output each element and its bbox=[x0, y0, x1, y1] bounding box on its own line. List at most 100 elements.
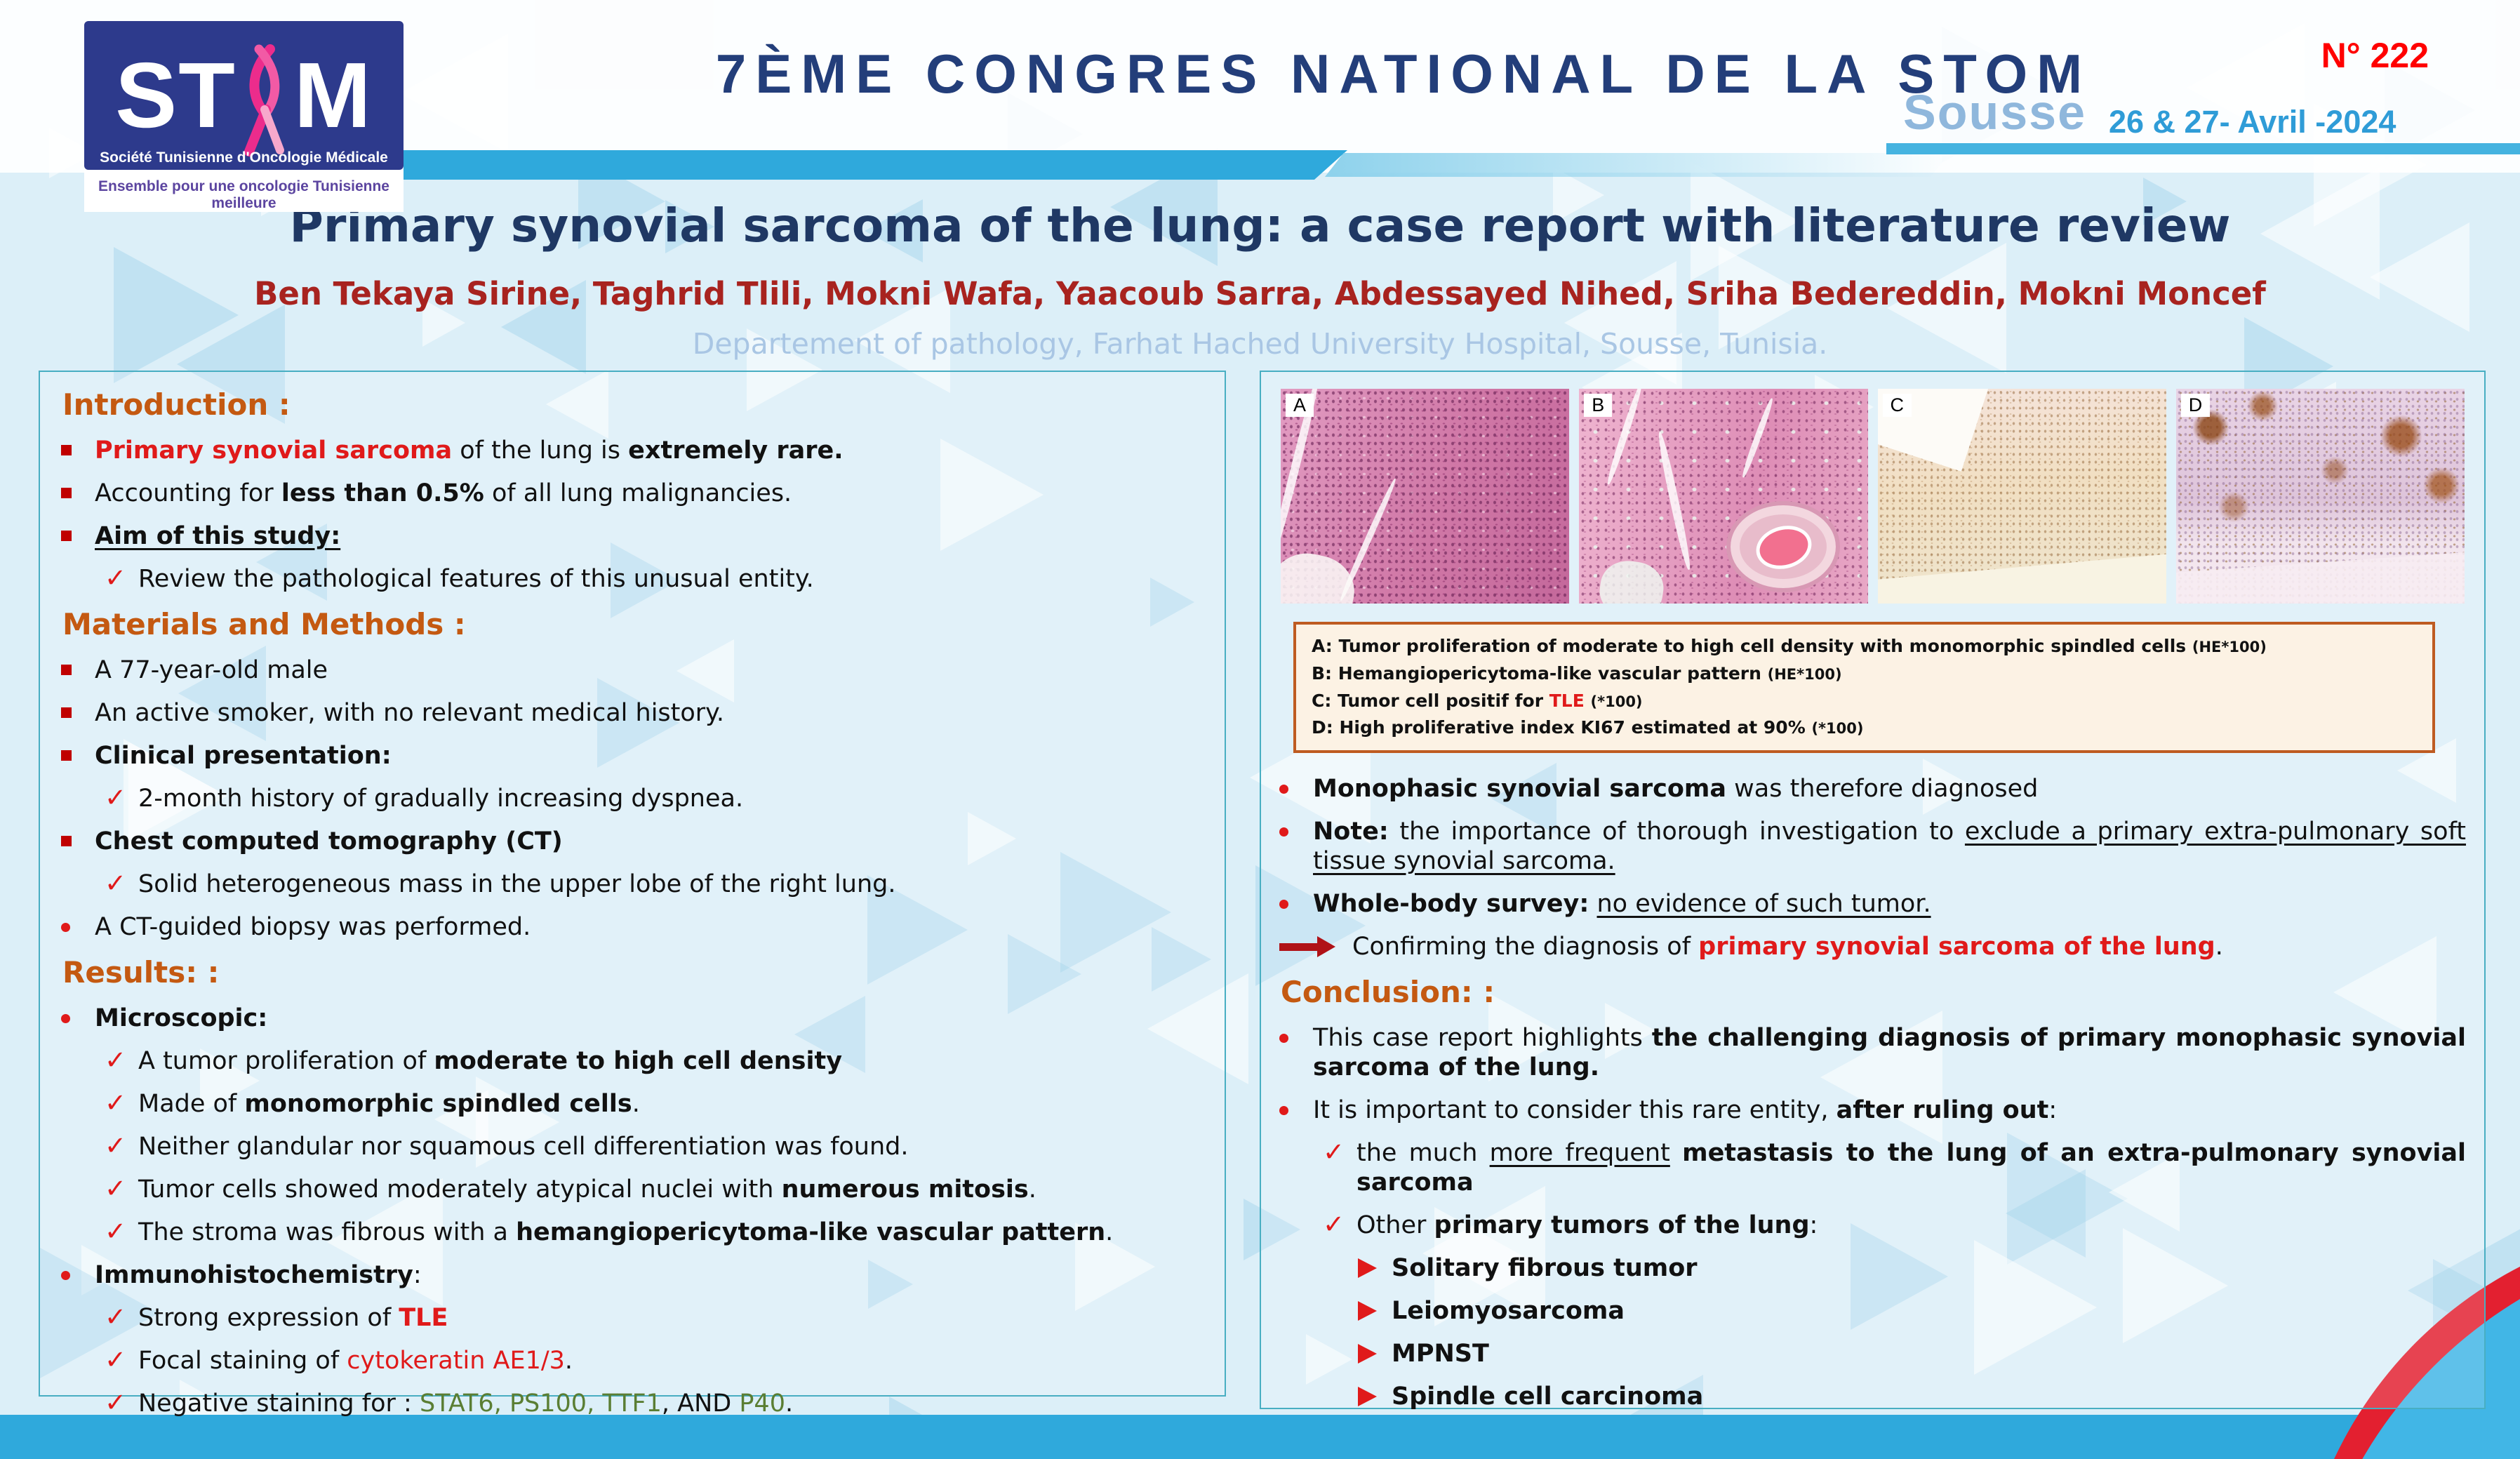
item-text: A tumor proliferation of moderate to hig… bbox=[138, 1046, 1204, 1076]
bullet-wrap bbox=[1358, 1253, 1392, 1283]
text-run: numerous mitosis bbox=[781, 1175, 1029, 1204]
triangle-decoration bbox=[327, 1178, 444, 1307]
text-run: was therefore diagnosed bbox=[1726, 775, 2039, 803]
bullet-wrap bbox=[1358, 1382, 1392, 1411]
panel-label-a: A bbox=[1286, 394, 1314, 417]
poster-number: N° 222 bbox=[2321, 36, 2429, 75]
caption-line: D: High proliferative index KI67 estimat… bbox=[1312, 714, 2417, 742]
list-item: MPNST bbox=[1358, 1339, 2466, 1368]
item-text: Whole-body survey: no evidence of such t… bbox=[1313, 889, 2466, 919]
triangle-decoration bbox=[1491, 762, 1557, 834]
text-run: monomorphic spindled cells bbox=[244, 1090, 632, 1118]
triangle-decoration bbox=[1151, 926, 1211, 992]
bullet-wrap: ✓ bbox=[105, 564, 138, 594]
triangle-decoration bbox=[2108, 1153, 2180, 1232]
right-column-list: Monophasic synovial sarcoma was therefor… bbox=[1279, 774, 2466, 1411]
triangle-decoration bbox=[940, 439, 1044, 552]
bullet-wrap bbox=[1279, 817, 1313, 876]
check-icon: ✓ bbox=[105, 782, 127, 813]
item-text: A 77-year-old male bbox=[95, 655, 1204, 685]
triangle-decoration bbox=[2142, 177, 2187, 225]
text-run: A: Tumor proliferation of moderate to hi… bbox=[1312, 636, 2192, 656]
caption-line: C: Tumor cell positif for TLE (*100) bbox=[1312, 688, 2417, 715]
text-run: metastasis to the lung of an extra-pulmo… bbox=[1356, 1139, 2466, 1197]
text-run: extremely rare. bbox=[628, 437, 844, 465]
item-text: Negative staining for : STAT6, PS100, TT… bbox=[138, 1389, 1204, 1418]
list-item: Chest computed tomography (CT) bbox=[61, 827, 1204, 856]
item-text: Confirming the diagnosis of primary syno… bbox=[1352, 932, 2466, 961]
left-column-box: Introduction : Primary synovial sarcoma o… bbox=[39, 371, 1226, 1418]
triangle-decoration bbox=[1605, 1002, 1657, 1059]
triangle-decoration bbox=[475, 1077, 559, 1168]
text-run: B: Hemangiopericytoma-like vascular patt… bbox=[1312, 662, 1768, 684]
text-run: . bbox=[632, 1090, 640, 1118]
dot-bullet-icon bbox=[1279, 827, 1288, 837]
text-run: Monophasic synovial sarcoma bbox=[1313, 775, 1727, 803]
bullet-wrap: ✓ bbox=[105, 1131, 138, 1161]
triangle-decoration bbox=[1147, 973, 1249, 1084]
logo-tagline: Ensemble pour une oncologie Tunisienne m… bbox=[98, 178, 389, 211]
text-run bbox=[1585, 691, 1591, 711]
list-item: Monophasic synovial sarcoma was therefor… bbox=[1279, 774, 2466, 804]
histology-image-row: A B C D bbox=[1281, 389, 2465, 604]
check-icon: ✓ bbox=[1323, 1209, 1345, 1239]
text-run: : bbox=[413, 1261, 422, 1289]
triangle-decoration bbox=[1974, 1240, 2098, 1375]
text-run: Microscopic: bbox=[95, 1004, 268, 1032]
text-run: Immunohistochemistry bbox=[95, 1261, 413, 1289]
text-run: Primary synovial sarcoma bbox=[95, 437, 453, 465]
check-icon: ✓ bbox=[105, 1088, 127, 1118]
item-text: 2-month history of gradually increasing … bbox=[138, 784, 1204, 813]
text-run: after ruling out bbox=[1836, 1096, 2049, 1124]
triangle-decoration bbox=[1887, 242, 2007, 373]
triangle-decoration bbox=[200, 1048, 260, 1114]
dot-bullet-icon bbox=[1279, 785, 1288, 794]
bullet-wrap: ✓ bbox=[105, 1345, 138, 1375]
text-run: P40 bbox=[739, 1390, 785, 1418]
text-run: cytokeratin AE1/3 bbox=[347, 1347, 565, 1375]
list-item: ✓ A tumor proliferation of moderate to hi… bbox=[105, 1046, 1204, 1076]
triangle-decoration bbox=[501, 279, 587, 374]
vessel-structure bbox=[1726, 501, 1840, 592]
text-run: Made of bbox=[138, 1090, 245, 1118]
list-item: Accounting for less than 0.5% of all lun… bbox=[61, 479, 1204, 508]
authors-line: Ben Tekaya Sirine, Taghrid Tlili, Mokni … bbox=[254, 275, 2266, 312]
list-item: ✓ Strong expression of TLE bbox=[105, 1303, 1204, 1333]
text-run: A CT-guided biopsy was performed. bbox=[95, 913, 531, 941]
square-bullet-icon bbox=[61, 750, 72, 761]
square-bullet-icon bbox=[61, 836, 72, 846]
triangle-decoration bbox=[81, 1245, 128, 1296]
text-run: exclude a primary extra-pulmonary soft t… bbox=[1313, 818, 2467, 875]
histology-panel-a: A bbox=[1281, 389, 1570, 604]
list-item: A CT-guided biopsy was performed. bbox=[61, 912, 1204, 942]
logo-strip-text: Société Tunisienne d'Oncologie Médicale bbox=[100, 149, 388, 166]
triangle-decoration bbox=[1923, 759, 1975, 815]
text-run: the much bbox=[1356, 1139, 1490, 1167]
text-run: primary tumors of the lung bbox=[1434, 1211, 1810, 1239]
triangle-decoration bbox=[1719, 245, 1814, 349]
list-item: ✓ Tumor cells showed moderately atypical … bbox=[105, 1174, 1204, 1204]
square-bullet-icon bbox=[61, 445, 72, 455]
vessel-core bbox=[1751, 519, 1816, 575]
text-run: . bbox=[2215, 933, 2223, 961]
text-run: , AND bbox=[661, 1390, 740, 1418]
text-run: (*100) bbox=[1590, 693, 1643, 710]
text-run: Neither glandular nor squamous cell diff… bbox=[138, 1133, 909, 1161]
list-item: Confirming the diagnosis of primary syno… bbox=[1279, 932, 2466, 961]
text-run: Confirming the diagnosis of bbox=[1352, 933, 1699, 961]
text-run: It is important to consider this rare en… bbox=[1313, 1096, 1836, 1124]
caption-line: B: Hemangiopericytoma-like vascular patt… bbox=[1312, 660, 2417, 688]
check-icon: ✓ bbox=[105, 1345, 127, 1375]
panel-label-b: B bbox=[1584, 394, 1613, 417]
triangle-decoration bbox=[546, 370, 609, 439]
triangle-decoration bbox=[676, 639, 734, 703]
bullet-wrap bbox=[61, 698, 95, 728]
text-run: : bbox=[1809, 1211, 1818, 1239]
item-text: An active smoker, with no relevant medic… bbox=[95, 698, 1204, 728]
text-run: TLE bbox=[1549, 690, 1585, 711]
tissue-slit bbox=[1281, 546, 1361, 604]
caption-line: A: Tumor proliferation of moderate to hi… bbox=[1312, 633, 2417, 660]
text-run: C: Tumor cell positif for bbox=[1312, 690, 1549, 711]
check-icon: ✓ bbox=[105, 1387, 127, 1418]
bullet-wrap bbox=[61, 436, 95, 465]
